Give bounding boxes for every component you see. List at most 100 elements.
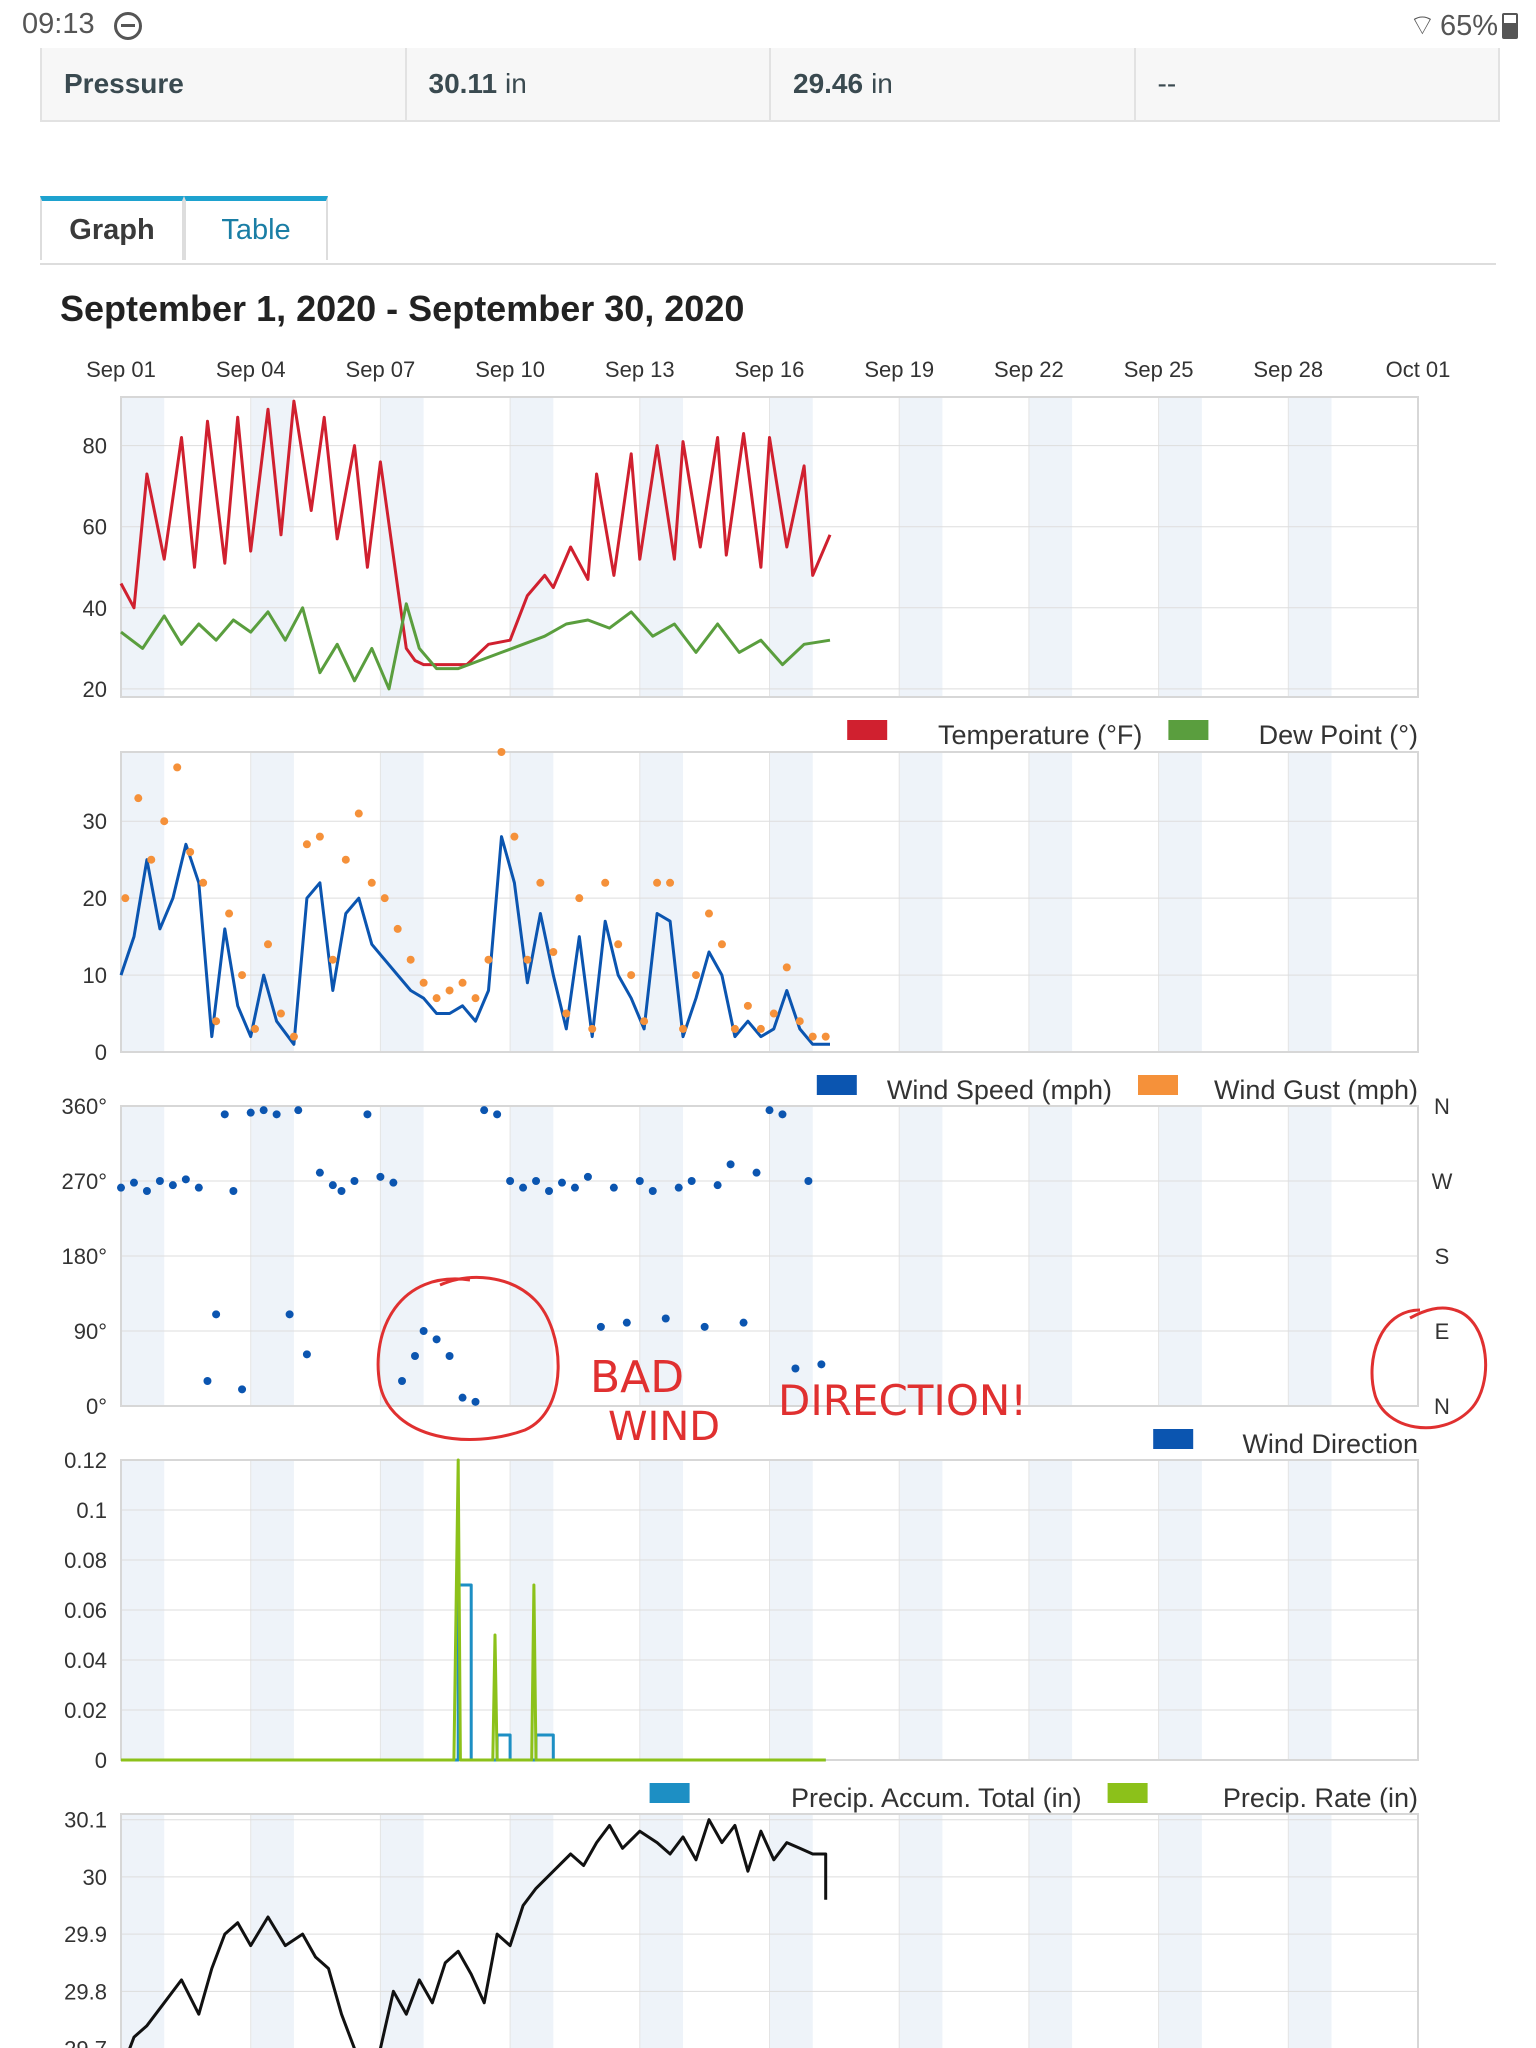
pressure-low-unit: in	[871, 68, 893, 99]
chart-band	[510, 397, 554, 697]
data-point	[791, 1364, 800, 1373]
legend-swatch	[1168, 720, 1209, 740]
chart-band	[899, 1814, 943, 2048]
data-point	[419, 978, 428, 987]
y-axis-label: 180°	[61, 1244, 107, 1269]
data-point	[380, 894, 389, 903]
data-point	[557, 1178, 566, 1187]
pressure-summary-row: Pressure 30.11 in 29.46 in --	[40, 48, 1500, 122]
data-point	[363, 1110, 372, 1119]
chart-band	[1158, 752, 1202, 1052]
data-point	[635, 1177, 644, 1185]
data-point	[294, 1106, 303, 1115]
y-axis-label: 30	[83, 1865, 107, 1890]
y-axis-label: 90°	[74, 1319, 107, 1344]
data-point	[583, 1172, 592, 1181]
data-point	[756, 1024, 765, 1033]
data-point	[251, 1024, 260, 1033]
x-axis-label: Sep 28	[1253, 357, 1323, 382]
data-point	[259, 1106, 268, 1115]
data-point	[220, 1110, 229, 1119]
series-line	[120, 602, 831, 691]
data-point	[117, 1183, 125, 1192]
data-point	[795, 1017, 804, 1026]
chart-band	[1288, 1814, 1332, 2048]
chart-band	[1288, 752, 1332, 1052]
data-point	[186, 848, 195, 856]
legend-swatch	[816, 1075, 857, 1095]
chart-frame	[120, 1105, 1419, 1407]
data-point	[389, 1178, 398, 1187]
series-line	[128, 1818, 828, 2048]
pressure-high-value: 30.11	[428, 68, 498, 99]
chart-band	[639, 1814, 684, 2048]
data-point	[212, 1310, 221, 1319]
data-point	[471, 994, 480, 1003]
status-time: 09:13	[22, 8, 95, 40]
legend-label: Wind Speed (mph)	[887, 1075, 1112, 1105]
chart-band	[1028, 1814, 1073, 2048]
do-not-disturb-icon	[114, 12, 142, 40]
chart-band	[250, 1814, 294, 2048]
data-point	[627, 971, 636, 980]
data-point	[575, 894, 584, 903]
data-point	[588, 1024, 597, 1033]
chart-band	[121, 397, 165, 697]
chart-frame	[120, 751, 1419, 1053]
chart-band	[121, 1814, 165, 2048]
data-point	[354, 809, 363, 818]
data-point	[471, 1397, 480, 1406]
chart-band	[1028, 752, 1073, 1052]
data-point	[328, 955, 337, 964]
legend-swatch	[847, 720, 888, 740]
data-point	[480, 1106, 489, 1115]
data-point	[549, 948, 558, 956]
data-point	[229, 1187, 238, 1195]
data-point	[376, 1172, 385, 1181]
chart-band	[1028, 397, 1073, 697]
y-axis-label: 10	[83, 963, 107, 988]
x-axis-label: Oct 01	[1386, 357, 1451, 382]
chart-band	[380, 397, 424, 697]
data-point	[653, 878, 662, 887]
legend-swatch	[1138, 1075, 1178, 1095]
data-point	[406, 955, 415, 964]
chart-band	[1158, 397, 1202, 697]
data-point	[203, 1377, 212, 1385]
pressure-high: 30.11 in	[407, 48, 771, 120]
x-axis-label: Sep 04	[216, 357, 286, 382]
legend-swatch	[1107, 1783, 1148, 1803]
chart-band	[1288, 397, 1332, 697]
series-line	[119, 835, 830, 1046]
data-point	[752, 1168, 761, 1177]
tab-graph[interactable]: Graph	[40, 196, 184, 260]
chart-band	[769, 1814, 813, 2048]
data-point	[674, 1183, 683, 1192]
data-point	[367, 878, 376, 887]
y-axis-right-label: W	[1432, 1169, 1453, 1194]
data-point	[532, 1177, 541, 1185]
legend-label: Temperature (°F)	[938, 720, 1142, 750]
status-right: ⌔ 65%	[1409, 8, 1518, 44]
legend-label: Precip. Rate (in)	[1223, 1783, 1418, 1813]
x-axis-label: Sep 07	[346, 357, 416, 382]
data-point	[562, 1009, 571, 1018]
wifi-icon: ⌔	[1408, 10, 1436, 42]
data-point	[194, 1183, 203, 1192]
data-point	[328, 1181, 337, 1190]
data-point	[601, 878, 610, 887]
data-point	[804, 1177, 813, 1185]
status-bar: 09:13 ⌔ 65%	[0, 0, 1536, 48]
data-point	[129, 1178, 138, 1187]
tab-table[interactable]: Table	[184, 196, 328, 260]
legend-label: Precip. Accum. Total (in)	[791, 1783, 1082, 1813]
y-axis-label: 0	[95, 1748, 107, 1773]
annotation-text: DIRECTION!	[778, 1376, 1027, 1425]
data-point	[302, 840, 311, 849]
data-point	[225, 909, 234, 918]
y-axis-label: 20	[83, 677, 107, 702]
y-axis-label: 80	[83, 434, 107, 459]
data-point	[506, 1177, 515, 1185]
data-point	[726, 1160, 735, 1169]
data-point	[679, 1024, 688, 1033]
